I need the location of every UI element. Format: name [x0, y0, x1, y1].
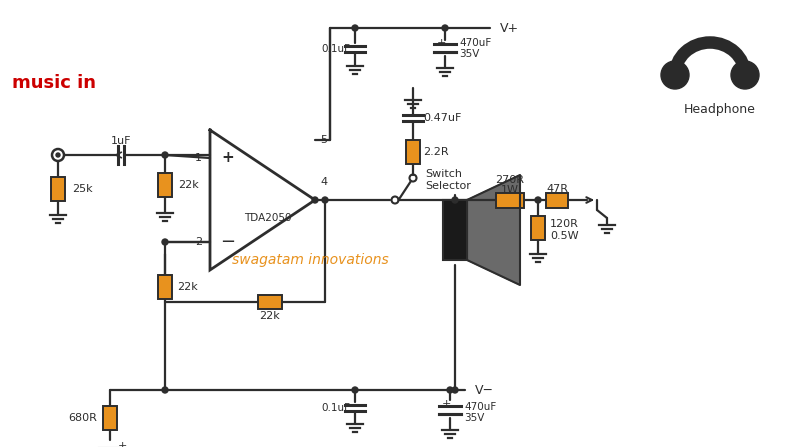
Text: Headphone: Headphone [684, 104, 756, 117]
Bar [51, 177, 65, 201]
Circle shape [56, 153, 60, 157]
Text: +: + [442, 399, 452, 409]
Text: 1: 1 [195, 153, 202, 163]
Text: 270R: 270R [496, 175, 524, 185]
Polygon shape [467, 175, 520, 285]
Text: 470uF: 470uF [464, 402, 496, 412]
Text: 4: 4 [320, 177, 327, 187]
Text: 22k: 22k [177, 282, 198, 292]
Circle shape [312, 197, 318, 203]
Text: +: + [118, 441, 128, 447]
Text: music in: music in [12, 74, 96, 92]
Bar [406, 140, 420, 164]
Circle shape [352, 387, 358, 393]
Text: 0.5W: 0.5W [550, 231, 579, 241]
Circle shape [452, 387, 458, 393]
Text: 470uF: 470uF [459, 38, 492, 48]
Text: +: + [437, 38, 446, 48]
Text: Switch: Switch [425, 169, 462, 179]
Text: 22k: 22k [178, 180, 199, 190]
Text: 5: 5 [320, 135, 327, 145]
Bar [103, 406, 117, 430]
Text: +: + [222, 151, 235, 165]
Circle shape [162, 387, 168, 393]
Circle shape [162, 152, 168, 158]
Text: TDA2050: TDA2050 [243, 213, 291, 223]
Circle shape [731, 61, 759, 89]
Text: 680R: 680R [68, 413, 97, 423]
Text: 120R: 120R [550, 219, 579, 229]
Text: swagatam innovations: swagatam innovations [231, 253, 389, 267]
Bar [496, 193, 524, 207]
Circle shape [452, 197, 458, 203]
Text: 2: 2 [195, 237, 202, 247]
Circle shape [535, 197, 541, 203]
Text: 25k: 25k [72, 184, 93, 194]
Text: V+: V+ [500, 21, 519, 34]
Circle shape [447, 387, 453, 393]
Bar [158, 173, 172, 197]
Text: 22k: 22k [259, 311, 280, 321]
Text: 1uF: 1uF [111, 136, 131, 146]
Bar [158, 275, 172, 299]
Bar [546, 193, 568, 207]
Bar [443, 200, 467, 260]
Text: 2.2R: 2.2R [423, 147, 448, 157]
Circle shape [442, 25, 448, 31]
Text: 0.1uF: 0.1uF [321, 44, 350, 54]
Text: 35V: 35V [459, 49, 480, 59]
Text: 47R: 47R [546, 184, 568, 194]
Circle shape [162, 239, 168, 245]
Circle shape [322, 197, 328, 203]
Text: V−: V− [475, 384, 494, 396]
Text: 35V: 35V [464, 413, 484, 423]
Circle shape [352, 25, 358, 31]
Circle shape [661, 61, 689, 89]
Text: 1W: 1W [501, 185, 519, 195]
Bar [531, 216, 545, 240]
Bar [258, 295, 282, 309]
Text: 0.47uF: 0.47uF [423, 113, 461, 123]
Text: −: − [220, 233, 235, 251]
Text: 0.1uF: 0.1uF [321, 403, 350, 413]
Text: Selector: Selector [425, 181, 471, 191]
